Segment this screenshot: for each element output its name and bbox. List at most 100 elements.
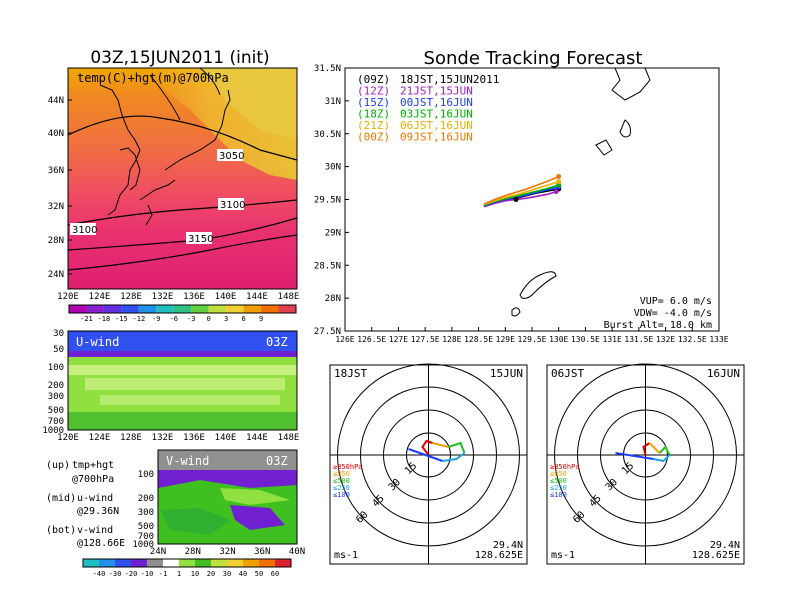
legend-utc: (00Z) [357,131,390,144]
colorbar-tick-label: 60 [271,570,279,578]
colorbar-swatch [191,305,209,313]
colorbar-tick-label: 30 [223,570,231,578]
u-wind-time: 03Z [266,335,288,349]
colorbar-swatch [173,305,192,313]
level-legend: ≤100 [333,491,350,499]
colorbar-swatch [115,559,131,567]
hodograph-lat: 29.4N [710,540,740,551]
colorbar-swatch [278,305,296,313]
colorbar-swatch [131,559,147,567]
lat-tick-label: 24N [48,270,64,280]
colorbar-swatch [86,305,104,313]
hodograph-trace [408,448,443,462]
u-wind-lon-ticks: 120E 124E 128E 132E 136E 140E 144E 148E [57,433,299,443]
hodograph-trace [448,441,466,454]
hodograph-lat: 29.4N [493,540,523,551]
colorbar-tick-label: 20 [207,570,215,578]
hodograph-date: 16JUN [707,367,740,380]
lon-tick-label: 124E [89,292,111,302]
hodograph-trace [653,454,671,463]
map-lat-ticks: 44N 40N 36N 32N 28N 24N [48,96,72,280]
wind-colorbar: -40 -30 -20 -10 -1 1 10 20 30 40 50 60 [82,558,292,578]
colorbar-swatch [243,559,259,567]
v-wind-time: 03Z [266,454,288,468]
hodograph-lon: 128.625E [475,550,523,561]
map-lon-ticks: 120E 124E 128E 132E 136E 140E 144E 148E [57,292,299,302]
legend-utc: (18Z) [357,108,390,121]
track-line [483,175,560,205]
legend-jst: 06JST,16JUN [400,119,473,132]
hodograph-time: 18JST [334,367,367,380]
param-vdw: VDW= -4.0 m/s [634,308,712,319]
lon-tick-label: 131.5E [624,335,653,344]
lat-tick-label: 30.5N [314,130,341,140]
lon-tick-label: 129E [496,335,515,344]
lon-tick-label: 128E [442,335,461,344]
colorbar-tick-label: -1 [159,570,167,578]
note-mid-sub: @29.36N [77,506,119,517]
lat-tick-label: 28N [185,547,201,557]
level-legend: ≤250 [550,484,567,492]
level-legend: ≤500 [333,477,350,485]
note-bot-key: (bot) [46,525,76,536]
v-wind-label: V-wind [166,454,209,468]
pressure-tick-label: 300 [48,392,64,402]
colorbar-tick-label: -40 [93,570,106,578]
pressure-tick-label: 700 [48,417,64,427]
temperature-colorbar: -21 -18 -15 -12 -9 -6 -3 0 3 6 9 [68,304,297,323]
hodograph-trace [615,452,654,460]
lon-tick-label: 126E [335,335,354,344]
lon-tick-label: 120E [57,433,79,443]
colorbar-swatch [208,305,227,313]
colorbar-swatch [83,559,99,567]
lat-tick-label: 24N [150,547,166,557]
param-burst: Burst Alt= 18.0 km [604,320,712,331]
legend-utc: (09Z) [357,73,390,86]
colorbar-tick-label: 3 [224,315,228,323]
level-legend: ≤100 [550,491,567,499]
contour-label: 3100 [220,200,245,211]
temperature-map: 3050 3100 3100 3150 [67,67,298,290]
colorbar-swatch [275,559,291,567]
lon-tick-label: 129.5E [518,335,547,344]
contour-label: 3100 [72,225,97,236]
colorbar-swatch [211,559,227,567]
hodograph-time: 06JST [551,367,584,380]
legend-jst: 00JST,16JUN [400,96,473,109]
lon-tick-label: 144E [246,292,268,302]
lon-tick-label: 132E [152,433,174,443]
colorbar-tick-label: 9 [259,315,263,323]
colorbar-swatch [99,559,115,567]
colorbar-swatch [243,305,262,313]
contour-label: 3150 [188,234,213,245]
lon-tick-label: 148E [278,433,300,443]
colorbar-tick-label: 40 [239,570,247,578]
hodograph-date: 15JUN [490,367,523,380]
hodograph-trace [442,452,466,462]
lon-tick-label: 132E [152,292,174,302]
lon-tick-label: 124E [89,433,111,443]
colorbar-tick-label: -30 [109,570,122,578]
track-line [483,190,557,208]
track-lat-ticks: 31.5N 31N 30.5N 30N 29.5N 29N 28.5N 28N 27.5N [314,64,349,337]
note-mid-text: u-wind [77,493,113,504]
level-legend: ≤850 [550,470,567,478]
lat-tick-label: 40N [289,547,305,557]
tracking-map [344,67,720,332]
pressure-tick-label: 500 [48,406,64,416]
colorbar-swatch [195,559,211,567]
lon-tick-label: 128E [120,292,142,302]
track-line [483,180,559,206]
legend-jst: 21JST,15JUN [400,85,473,98]
lat-tick-label: 28N [48,236,64,246]
pressure-tick-label: 1000 [42,426,64,436]
lon-tick-label: 132E [656,335,675,344]
lat-tick-label: 27.5N [314,327,341,337]
colorbar-tick-label: 50 [255,570,263,578]
lat-tick-label: 44N [48,96,64,106]
colorbar-tick-label: -15 [115,315,128,323]
level-legend: ≤250 [333,484,350,492]
lat-tick-label: 29N [325,228,341,238]
